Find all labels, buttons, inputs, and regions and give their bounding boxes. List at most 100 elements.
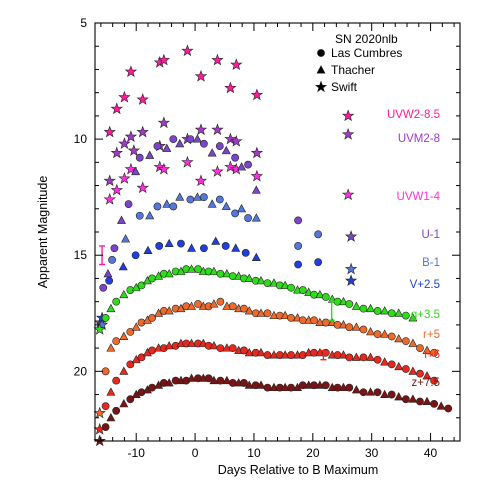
data-point (164, 306, 174, 315)
data-point (366, 352, 376, 361)
data-point (164, 238, 174, 248)
data-point (401, 337, 410, 346)
data-point (222, 343, 232, 352)
data-point (106, 303, 116, 313)
data-point (194, 174, 208, 187)
data-point (216, 297, 225, 306)
data-point (351, 385, 361, 394)
data-point (215, 142, 224, 150)
data-point (187, 243, 197, 252)
x-tick-label: 0 (192, 446, 199, 460)
series-r+5 (93, 297, 438, 419)
data-point (416, 397, 424, 406)
data-point (118, 262, 128, 271)
data-point (430, 348, 438, 357)
data-point (315, 289, 325, 299)
data-point (211, 236, 221, 245)
series-label: z+7.5 (412, 377, 440, 389)
data-point (153, 142, 162, 150)
series-V+2.5 (95, 236, 358, 324)
data-point (187, 264, 197, 273)
data-point (422, 371, 432, 380)
data-point (294, 260, 303, 269)
series-label: UVW1-4 (397, 191, 441, 203)
series-label: g+3.5 (411, 309, 440, 321)
series-UVW1-4 (103, 155, 355, 205)
data-point (101, 402, 110, 411)
data-point (169, 135, 178, 144)
data-point (436, 401, 446, 410)
legend-item: Swift (314, 80, 358, 94)
data-point (321, 318, 330, 327)
data-point (359, 325, 368, 334)
data-point (103, 174, 116, 187)
data-point (269, 350, 279, 359)
data-point (118, 90, 131, 103)
data-point (230, 58, 243, 71)
data-point (153, 202, 162, 211)
series-g+3.5 (93, 264, 418, 335)
data-point (187, 373, 197, 382)
data-point (145, 150, 155, 159)
data-point (175, 192, 185, 201)
plot-area: UVW2-8.5 UVM2-8 UVW1-4 U-1 B-1 V+2.5 g+3.5 r+5 i… (93, 44, 453, 447)
data-point (287, 383, 295, 392)
data-point (187, 338, 197, 347)
data-point (164, 378, 174, 387)
data-point (110, 244, 119, 253)
data-point (366, 327, 376, 336)
data-point (280, 382, 290, 392)
data-point (256, 380, 266, 389)
axes: -10 0 10 20 30 40 5 10 15 20 (74, 16, 460, 460)
data-point (314, 230, 323, 239)
data-point (244, 273, 254, 282)
data-point (95, 318, 109, 331)
data-point (222, 375, 232, 385)
data-point (394, 333, 404, 343)
data-point (110, 183, 123, 196)
data-point (351, 352, 361, 361)
data-point (344, 274, 358, 287)
data-point (131, 251, 140, 260)
series-B-1 (95, 192, 358, 331)
data-point (112, 406, 121, 415)
data-point (209, 266, 219, 275)
data-point (157, 53, 171, 66)
data-point (366, 387, 376, 396)
data-point (237, 203, 247, 213)
data-point (131, 322, 141, 331)
data-point (106, 412, 116, 422)
data-point (408, 366, 418, 375)
data-point (280, 280, 290, 289)
data-point (408, 394, 418, 403)
data-point (373, 388, 382, 397)
data-point (211, 53, 224, 66)
y-tick-label: 15 (74, 248, 88, 262)
x-tick-label: -10 (128, 446, 146, 460)
data-point (200, 139, 208, 148)
data-point (110, 102, 123, 115)
data-point (298, 286, 307, 294)
data-point (101, 367, 110, 376)
data-point (241, 248, 250, 257)
data-point (224, 160, 237, 173)
data-point (186, 135, 195, 144)
data-point (169, 202, 178, 211)
data-point (231, 243, 241, 252)
data-point (221, 201, 231, 210)
data-point (221, 145, 231, 155)
data-point (250, 146, 264, 159)
data-point (338, 382, 348, 392)
data-point (108, 255, 116, 264)
data-point (359, 304, 368, 313)
data-point (416, 369, 424, 378)
data-point (124, 130, 138, 143)
legend-label: Swift (331, 80, 358, 94)
data-point (103, 125, 116, 138)
data-point (422, 345, 432, 354)
data-point (157, 162, 171, 175)
data-point (387, 390, 396, 399)
data-point (221, 242, 230, 250)
data-point (341, 188, 355, 201)
data-point (294, 242, 303, 250)
